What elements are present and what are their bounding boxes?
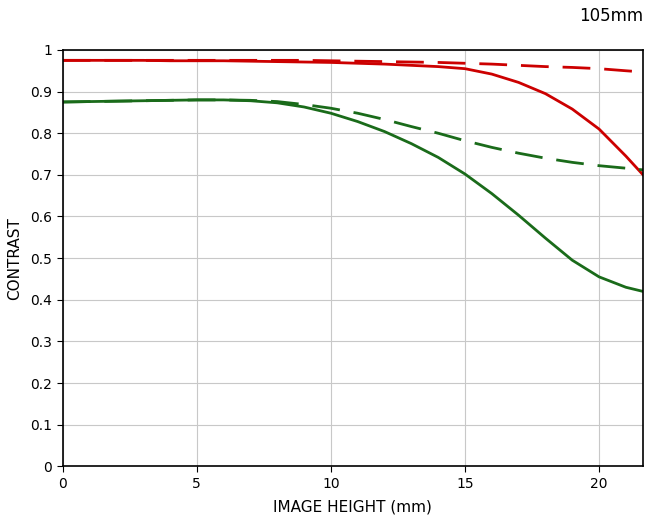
- Y-axis label: CONTRAST: CONTRAST: [7, 217, 22, 300]
- Text: 105mm: 105mm: [579, 7, 643, 25]
- X-axis label: IMAGE HEIGHT (mm): IMAGE HEIGHT (mm): [274, 499, 432, 514]
